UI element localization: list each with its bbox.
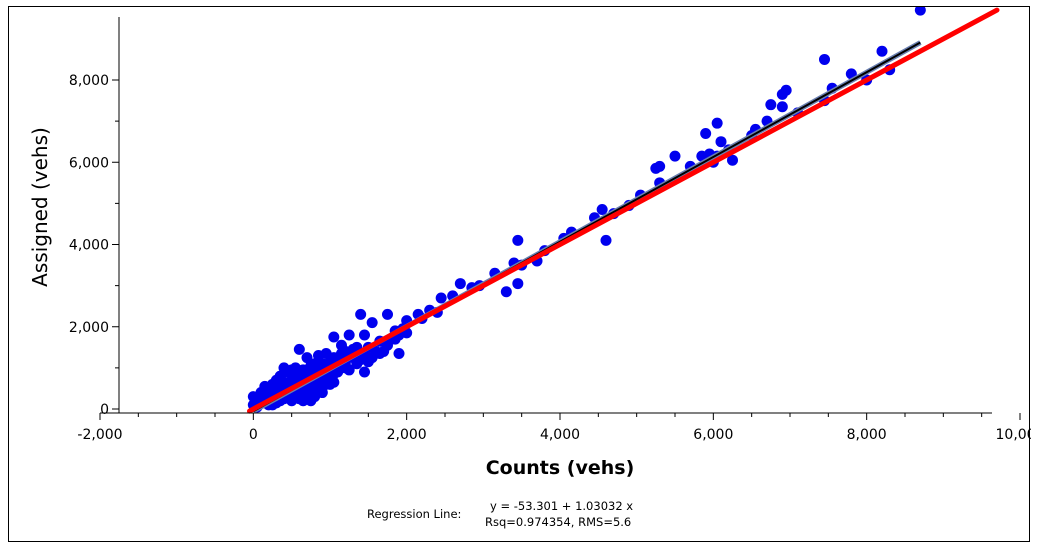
data-point (435, 292, 447, 304)
data-point (669, 150, 681, 162)
x-tick-label: 4,000 (540, 427, 580, 443)
data-point (301, 352, 313, 364)
x-tick-label: -2,000 (77, 427, 122, 443)
axes-layer: 0 2,000 4,000 6,000 8,000 -2,000 0 2,000 4,000 6,… (69, 17, 1031, 443)
x-tick-label: 2,000 (387, 427, 427, 443)
data-point (313, 350, 324, 362)
data-point (305, 395, 317, 407)
x-tick-label: 10,000 (996, 427, 1032, 443)
lines-layer (247, 7, 1000, 414)
data-point (355, 308, 367, 320)
data-point (305, 360, 317, 372)
x-tick-label: 0 (249, 427, 258, 443)
data-point (596, 204, 608, 216)
data-point (600, 234, 612, 246)
regression-label: Regression Line: (367, 507, 461, 521)
data-point (500, 286, 512, 298)
data-point (286, 364, 298, 376)
data-point (293, 343, 305, 355)
data-point (512, 234, 524, 246)
regression-equation: y = -53.301 + 1.03032 x (490, 499, 633, 513)
data-point (382, 308, 393, 320)
data-point (328, 368, 340, 380)
data-point (819, 53, 830, 65)
data-point (711, 117, 723, 129)
data-point (355, 354, 367, 366)
y-tick-label: 0 (100, 402, 109, 418)
data-point (267, 384, 278, 396)
y-tick-label: 4,000 (69, 238, 109, 254)
data-point (366, 317, 378, 329)
data-point (393, 347, 405, 359)
x-tick-label: 8,000 (847, 427, 887, 443)
data-point (374, 347, 386, 359)
data-point (359, 366, 370, 378)
regression-legend: Regression Line: y = -53.301 + 1.03032 x… (367, 499, 633, 529)
data-point (328, 376, 340, 388)
data-point (328, 331, 340, 343)
data-point (259, 384, 271, 396)
x-axis-title: Counts (vehs) (486, 457, 635, 479)
data-point (700, 127, 712, 139)
data-point (776, 101, 788, 113)
x-tick-label: 6,000 (693, 427, 733, 443)
data-point (776, 88, 788, 100)
points-layer (247, 7, 926, 413)
data-point (336, 347, 347, 359)
data-point (270, 374, 282, 386)
chart-frame: 0 2,000 4,000 6,000 8,000 -2,000 0 2,000 4,000 6,… (8, 6, 1031, 542)
data-point (512, 278, 524, 290)
y-tick-label: 6,000 (69, 155, 109, 171)
data-point (914, 7, 926, 16)
data-point (359, 329, 370, 341)
data-point (727, 154, 738, 166)
regression-stats: Rsq=0.974354, RMS=5.6 (485, 515, 631, 529)
data-point (343, 329, 355, 341)
y-axis-title: Assigned (vehs) (28, 127, 52, 287)
y-tick-label: 8,000 (69, 73, 109, 89)
scatter-chart: 0 2,000 4,000 6,000 8,000 -2,000 0 2,000 4,000 6,… (28, 7, 1031, 529)
data-point (454, 278, 466, 290)
data-point (293, 393, 305, 405)
data-point (650, 162, 662, 174)
data-point (715, 136, 727, 148)
data-point (765, 99, 777, 111)
y-tick-label: 2,000 (69, 320, 109, 336)
reference-line (247, 7, 1000, 414)
data-point (876, 45, 888, 57)
